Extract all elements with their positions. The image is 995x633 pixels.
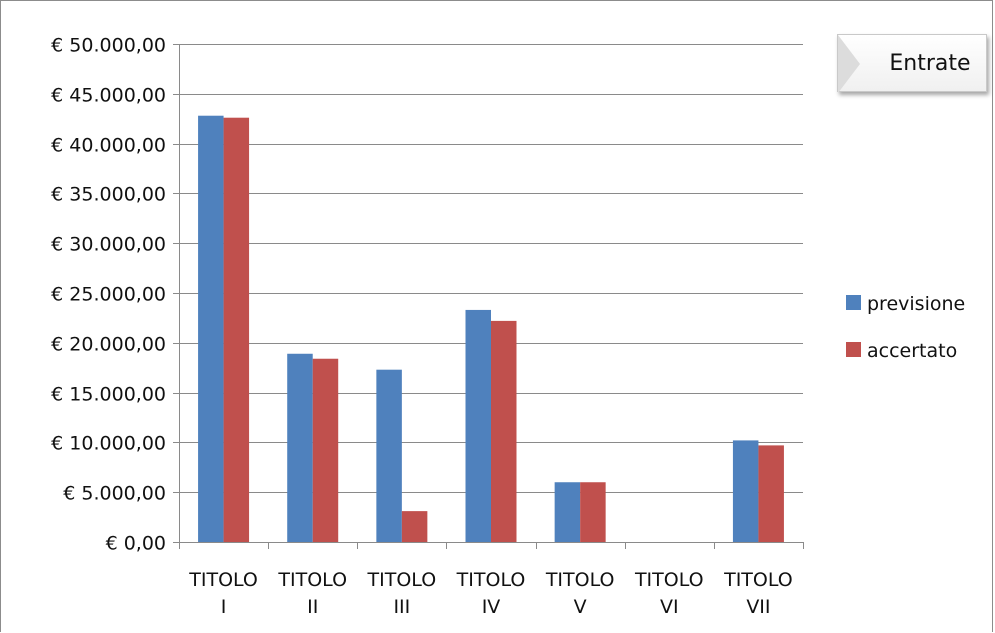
x-category-label: TITOLO [723, 569, 793, 591]
y-tick-label: € 45.000,00 [51, 85, 166, 107]
legend: previsione accertato [846, 293, 965, 362]
axis-layer [179, 44, 804, 549]
y-tick-labels: € 0,00 € 5.000,00 € 10.000,00 € 15.000,00 € … [51, 35, 166, 555]
x-category-label: TITOLO [367, 569, 437, 591]
x-category-label: TITOLO [188, 569, 258, 591]
bars-layer [198, 115, 784, 542]
legend-swatch [846, 295, 861, 310]
x-category-label: III [393, 596, 410, 618]
bar-previsione [198, 115, 224, 542]
x-category-label: VII [746, 596, 770, 618]
y-tick-label: € 25.000,00 [51, 284, 166, 306]
x-category-label: VI [660, 596, 679, 618]
legend-label: previsione [867, 293, 965, 315]
x-category-label: TITOLO [634, 569, 704, 591]
legend-label: accertato [867, 340, 957, 362]
x-category-label: TITOLO [456, 569, 526, 591]
x-tick-labels: TITOLOITITOLOIITITOLOIIITITOLOIVTITOLOVT… [188, 569, 792, 618]
y-tick-label: € 10.000,00 [51, 433, 166, 455]
bar-previsione [732, 440, 759, 542]
bar-previsione [465, 309, 491, 542]
chart-title-box: Entrate [837, 34, 987, 93]
x-category-label: II [307, 596, 318, 618]
bar-accertato [491, 320, 517, 542]
y-tick-label: € 35.000,00 [51, 184, 166, 206]
title-arrow-icon [838, 35, 860, 93]
legend-swatch [846, 342, 861, 357]
y-tick-label: € 5.000,00 [63, 483, 166, 505]
bar-accertato [580, 482, 606, 542]
y-tick-label: € 30.000,00 [51, 234, 166, 256]
x-category-label: I [221, 596, 227, 618]
chart-title: Entrate [889, 51, 971, 76]
bar-previsione [554, 482, 581, 542]
y-tick-label: € 0,00 [106, 533, 166, 555]
x-category-label: TITOLO [277, 569, 347, 591]
y-tick-label: € 20.000,00 [51, 334, 166, 356]
y-tick-label: € 50.000,00 [51, 35, 166, 57]
bar-accertato [401, 511, 428, 542]
bar-previsione [376, 369, 402, 542]
y-tick-label: € 15.000,00 [51, 384, 166, 406]
x-category-label: TITOLO [545, 569, 615, 591]
x-category-label: IV [482, 596, 501, 618]
y-tick-label: € 40.000,00 [51, 135, 166, 157]
bar-accertato [223, 117, 250, 542]
x-category-label: V [574, 596, 587, 618]
bar-previsione [287, 353, 313, 542]
bar-accertato [758, 445, 784, 542]
bar-accertato [312, 358, 339, 542]
